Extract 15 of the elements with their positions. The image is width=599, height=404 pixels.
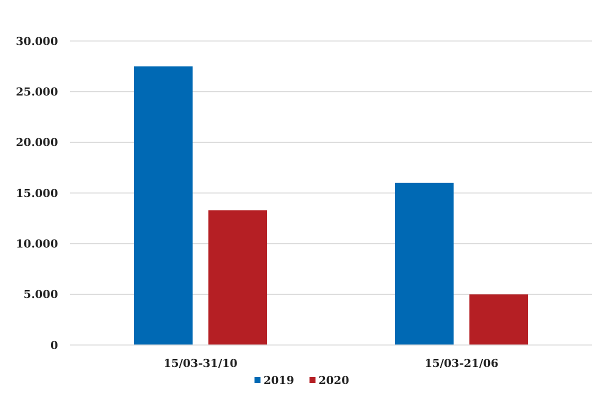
y-tick-label: 20.000 [16, 136, 58, 150]
bar [469, 294, 528, 345]
y-tick-label: 10.000 [16, 238, 58, 251]
bar [134, 66, 193, 345]
y-tick-label: 5.000 [24, 288, 58, 302]
x-tick-label: 15/03-21/06 [424, 357, 499, 370]
y-tick-label: 25.000 [16, 86, 58, 99]
legend-label: 2019 [264, 374, 294, 387]
y-tick-label: 15.000 [16, 186, 58, 200]
x-tick-label: 15/03-31/10 [164, 357, 238, 370]
y-tick-label: 30.000 [16, 34, 58, 48]
legend-label: 2020 [318, 374, 350, 387]
bar [394, 182, 454, 345]
y-tick-label: 0 [50, 338, 58, 352]
bar [208, 210, 268, 345]
